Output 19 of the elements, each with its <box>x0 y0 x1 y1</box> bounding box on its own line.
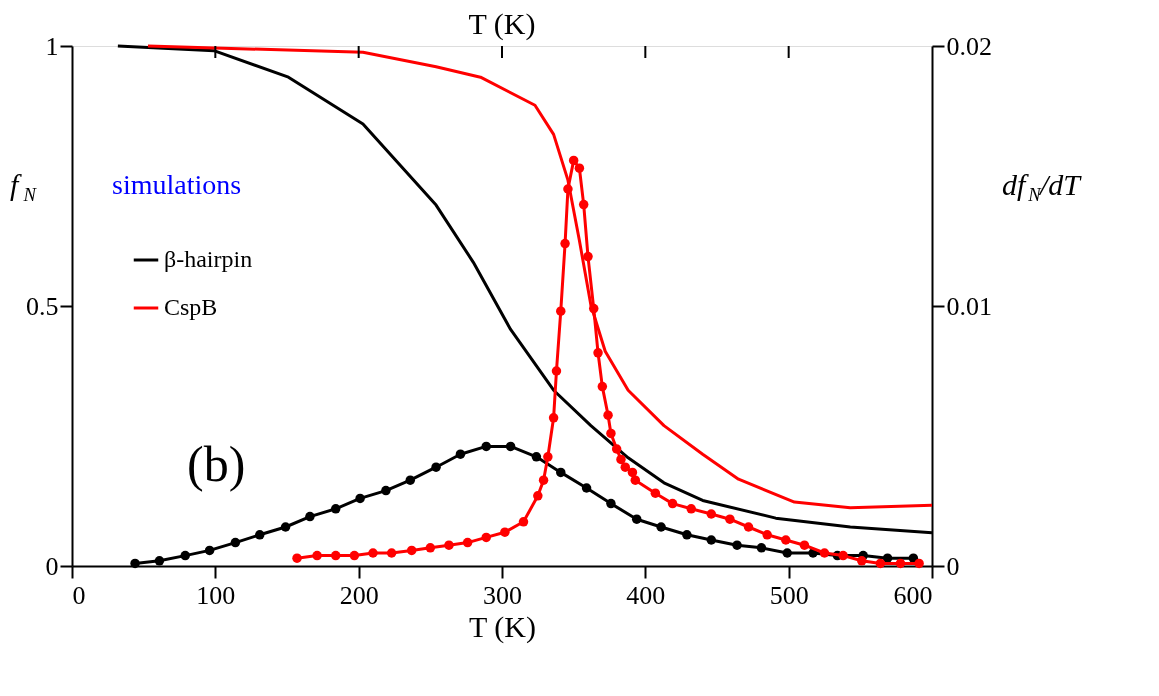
x-tick-label: 600 <box>893 580 933 610</box>
legend-label: CspB <box>164 294 218 320</box>
x-tick-label: 0 <box>72 580 86 610</box>
x-tick-label: 500 <box>769 580 809 610</box>
annotation: (b) <box>187 436 246 492</box>
y2-tick-label: 0.01 <box>946 291 992 321</box>
y2-tick-label: 0 <box>946 551 960 581</box>
x-tick-label: 400 <box>626 580 666 610</box>
x-tick-label: 200 <box>339 580 379 610</box>
y-tick-label: 0.5 <box>26 291 59 321</box>
y2-tick-label: 0.02 <box>946 31 992 61</box>
x-axis-title: T (K) <box>469 609 536 644</box>
x-tick-label: 100 <box>196 580 236 610</box>
x-tick-label: 300 <box>483 580 522 610</box>
y-tick-label: 0 <box>45 551 59 581</box>
annotation: simulations <box>112 169 242 200</box>
y-tick-label: 1 <box>45 31 59 61</box>
legend-label: β-hairpin <box>164 246 253 272</box>
x2-axis-title: T (K) <box>468 7 536 41</box>
